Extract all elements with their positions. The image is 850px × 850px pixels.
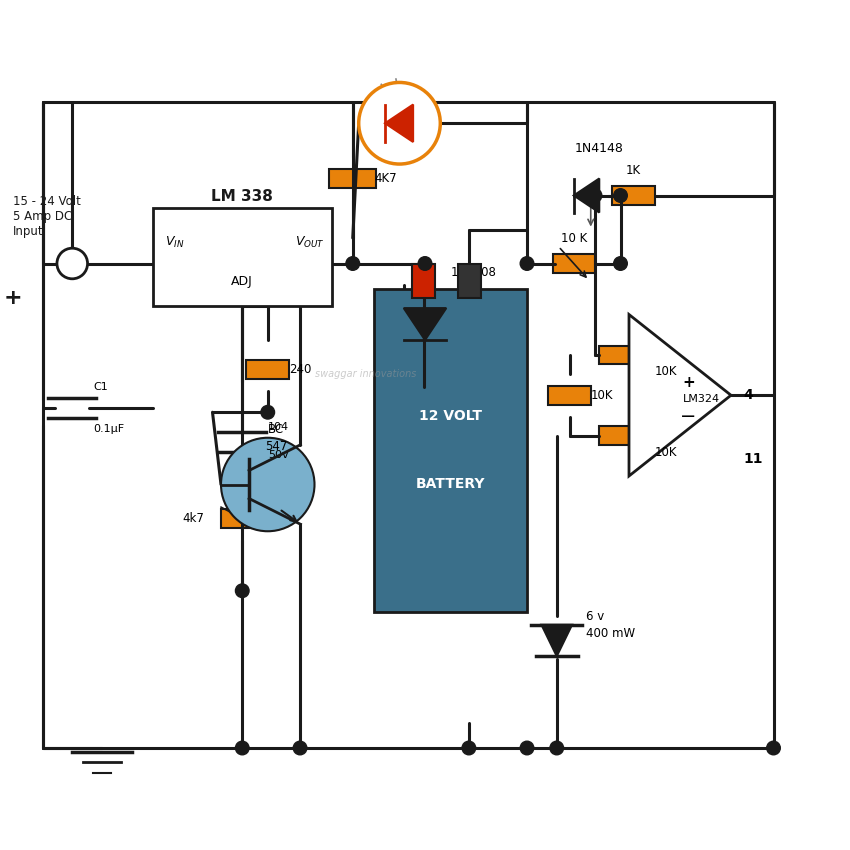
Circle shape — [235, 584, 249, 598]
FancyBboxPatch shape — [374, 289, 527, 612]
FancyBboxPatch shape — [599, 345, 642, 364]
Text: 50v: 50v — [268, 450, 288, 460]
FancyBboxPatch shape — [412, 264, 435, 298]
Circle shape — [57, 248, 88, 279]
FancyBboxPatch shape — [599, 427, 642, 445]
FancyBboxPatch shape — [552, 254, 595, 273]
FancyBboxPatch shape — [329, 169, 376, 188]
Text: 547: 547 — [265, 439, 287, 453]
Circle shape — [418, 257, 432, 270]
Text: BC: BC — [269, 422, 284, 436]
Text: 10 K: 10 K — [561, 231, 586, 245]
Text: 12 VOLT: 12 VOLT — [419, 410, 482, 423]
Circle shape — [550, 741, 564, 755]
Polygon shape — [541, 625, 572, 656]
Circle shape — [235, 741, 249, 755]
Circle shape — [346, 257, 360, 270]
Text: +: + — [682, 375, 694, 390]
Text: 0.1μF: 0.1μF — [94, 424, 125, 434]
Polygon shape — [574, 178, 599, 212]
Polygon shape — [385, 105, 413, 142]
Circle shape — [462, 741, 476, 755]
Circle shape — [359, 82, 440, 164]
Text: LM 338: LM 338 — [212, 189, 273, 204]
FancyBboxPatch shape — [612, 186, 654, 205]
Text: 10K: 10K — [654, 366, 677, 378]
Text: ADJ: ADJ — [231, 275, 253, 288]
Text: 4k7: 4k7 — [182, 512, 204, 525]
Text: 10K: 10K — [591, 388, 613, 402]
Circle shape — [614, 257, 627, 270]
Circle shape — [588, 189, 602, 202]
Text: C1: C1 — [94, 382, 108, 392]
Text: 4K7: 4K7 — [374, 172, 397, 185]
Text: 4: 4 — [744, 388, 753, 402]
Text: LM324: LM324 — [683, 394, 720, 405]
Text: 11: 11 — [744, 452, 763, 466]
Polygon shape — [404, 309, 446, 340]
Circle shape — [293, 741, 307, 755]
FancyBboxPatch shape — [548, 386, 591, 405]
Text: 240: 240 — [289, 363, 311, 377]
FancyBboxPatch shape — [246, 360, 289, 379]
Circle shape — [261, 405, 275, 419]
Text: 6 v: 6 v — [586, 609, 604, 623]
Text: swaggar innovations: swaggar innovations — [314, 369, 416, 379]
FancyBboxPatch shape — [221, 509, 264, 528]
Text: BATTERY: BATTERY — [416, 478, 485, 491]
Text: 15 - 24 Volt
5 Amp DC
Input: 15 - 24 Volt 5 Amp DC Input — [13, 195, 81, 238]
Text: 400 mW: 400 mW — [586, 626, 636, 640]
Circle shape — [520, 741, 534, 755]
Polygon shape — [629, 314, 731, 476]
Text: 1K: 1K — [626, 163, 641, 177]
Text: 104: 104 — [268, 422, 289, 432]
FancyBboxPatch shape — [153, 208, 332, 306]
Circle shape — [614, 189, 627, 202]
Circle shape — [520, 257, 534, 270]
Circle shape — [767, 741, 780, 755]
Text: −: − — [680, 407, 697, 426]
Text: 1N4148: 1N4148 — [575, 142, 624, 156]
Circle shape — [221, 438, 314, 531]
Text: $V_{OUT}$: $V_{OUT}$ — [295, 235, 326, 250]
Text: +: + — [3, 287, 22, 308]
Text: $V_{IN}$: $V_{IN}$ — [165, 235, 184, 250]
FancyBboxPatch shape — [458, 264, 481, 298]
Text: 1N5408: 1N5408 — [450, 265, 496, 279]
Text: 10K: 10K — [654, 446, 677, 459]
